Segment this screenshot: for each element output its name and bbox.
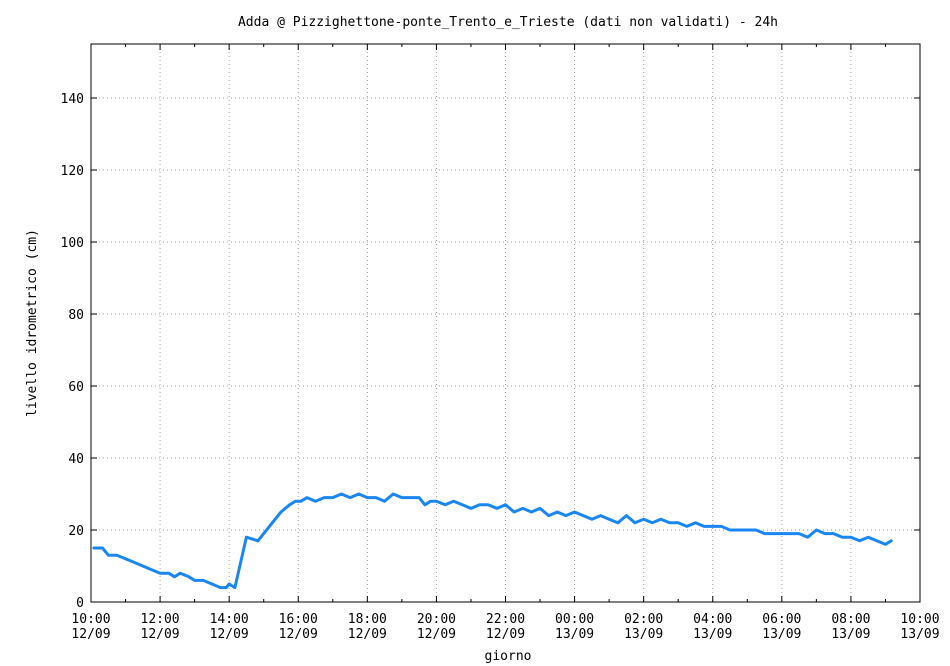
x-tick-label-time: 18:00 [348,612,387,627]
x-tick-label-time: 20:00 [417,612,456,627]
x-tick-label-date: 12/09 [348,627,387,642]
y-tick-label: 40 [68,452,84,467]
x-tick-label-time: 10:00 [900,612,939,627]
x-tick-label-date: 12/09 [486,627,525,642]
x-tick-label-date: 12/09 [71,627,110,642]
x-tick-label-time: 16:00 [279,612,318,627]
x-tick-label-time: 14:00 [210,612,249,627]
x-tick-label-time: 10:00 [71,612,110,627]
series-line [92,492,893,590]
x-tick-label-time: 06:00 [762,612,801,627]
x-tick-label-date: 12/09 [417,627,456,642]
x-axis-label: giorno [485,649,532,664]
x-tick-label-date: 12/09 [279,627,318,642]
x-tick-label-date: 12/09 [210,627,249,642]
x-tick-label-date: 13/09 [762,627,801,642]
series-layer [92,492,893,590]
chart-title: Adda @ Pizzighettone-ponte_Trento_e_Trie… [238,15,778,30]
y-tick-label: 140 [61,92,84,107]
y-tick-label: 80 [68,308,84,323]
y-axis-label: livello idrometrico (cm) [25,229,40,417]
y-tick-label: 20 [68,524,84,539]
x-tick-label-date: 13/09 [624,627,663,642]
x-tick-label-date: 13/09 [555,627,594,642]
axes-ticks: 02040608010012014010:0012/0912:0012/0914… [61,44,940,642]
y-tick-label: 100 [61,236,84,251]
x-tick-label-time: 12:00 [141,612,180,627]
y-tick-label: 0 [76,596,84,611]
x-tick-label-time: 00:00 [555,612,594,627]
x-tick-label-date: 13/09 [831,627,870,642]
x-tick-label-date: 13/09 [900,627,939,642]
x-tick-label-time: 02:00 [624,612,663,627]
grid [91,44,920,602]
plot-frame [90,43,921,603]
x-tick-label-time: 08:00 [831,612,870,627]
x-tick-label-time: 22:00 [486,612,525,627]
y-tick-label: 120 [61,164,84,179]
x-tick-label-date: 13/09 [693,627,732,642]
y-tick-label: 60 [68,380,84,395]
x-tick-label-date: 12/09 [141,627,180,642]
x-tick-label-time: 04:00 [693,612,732,627]
